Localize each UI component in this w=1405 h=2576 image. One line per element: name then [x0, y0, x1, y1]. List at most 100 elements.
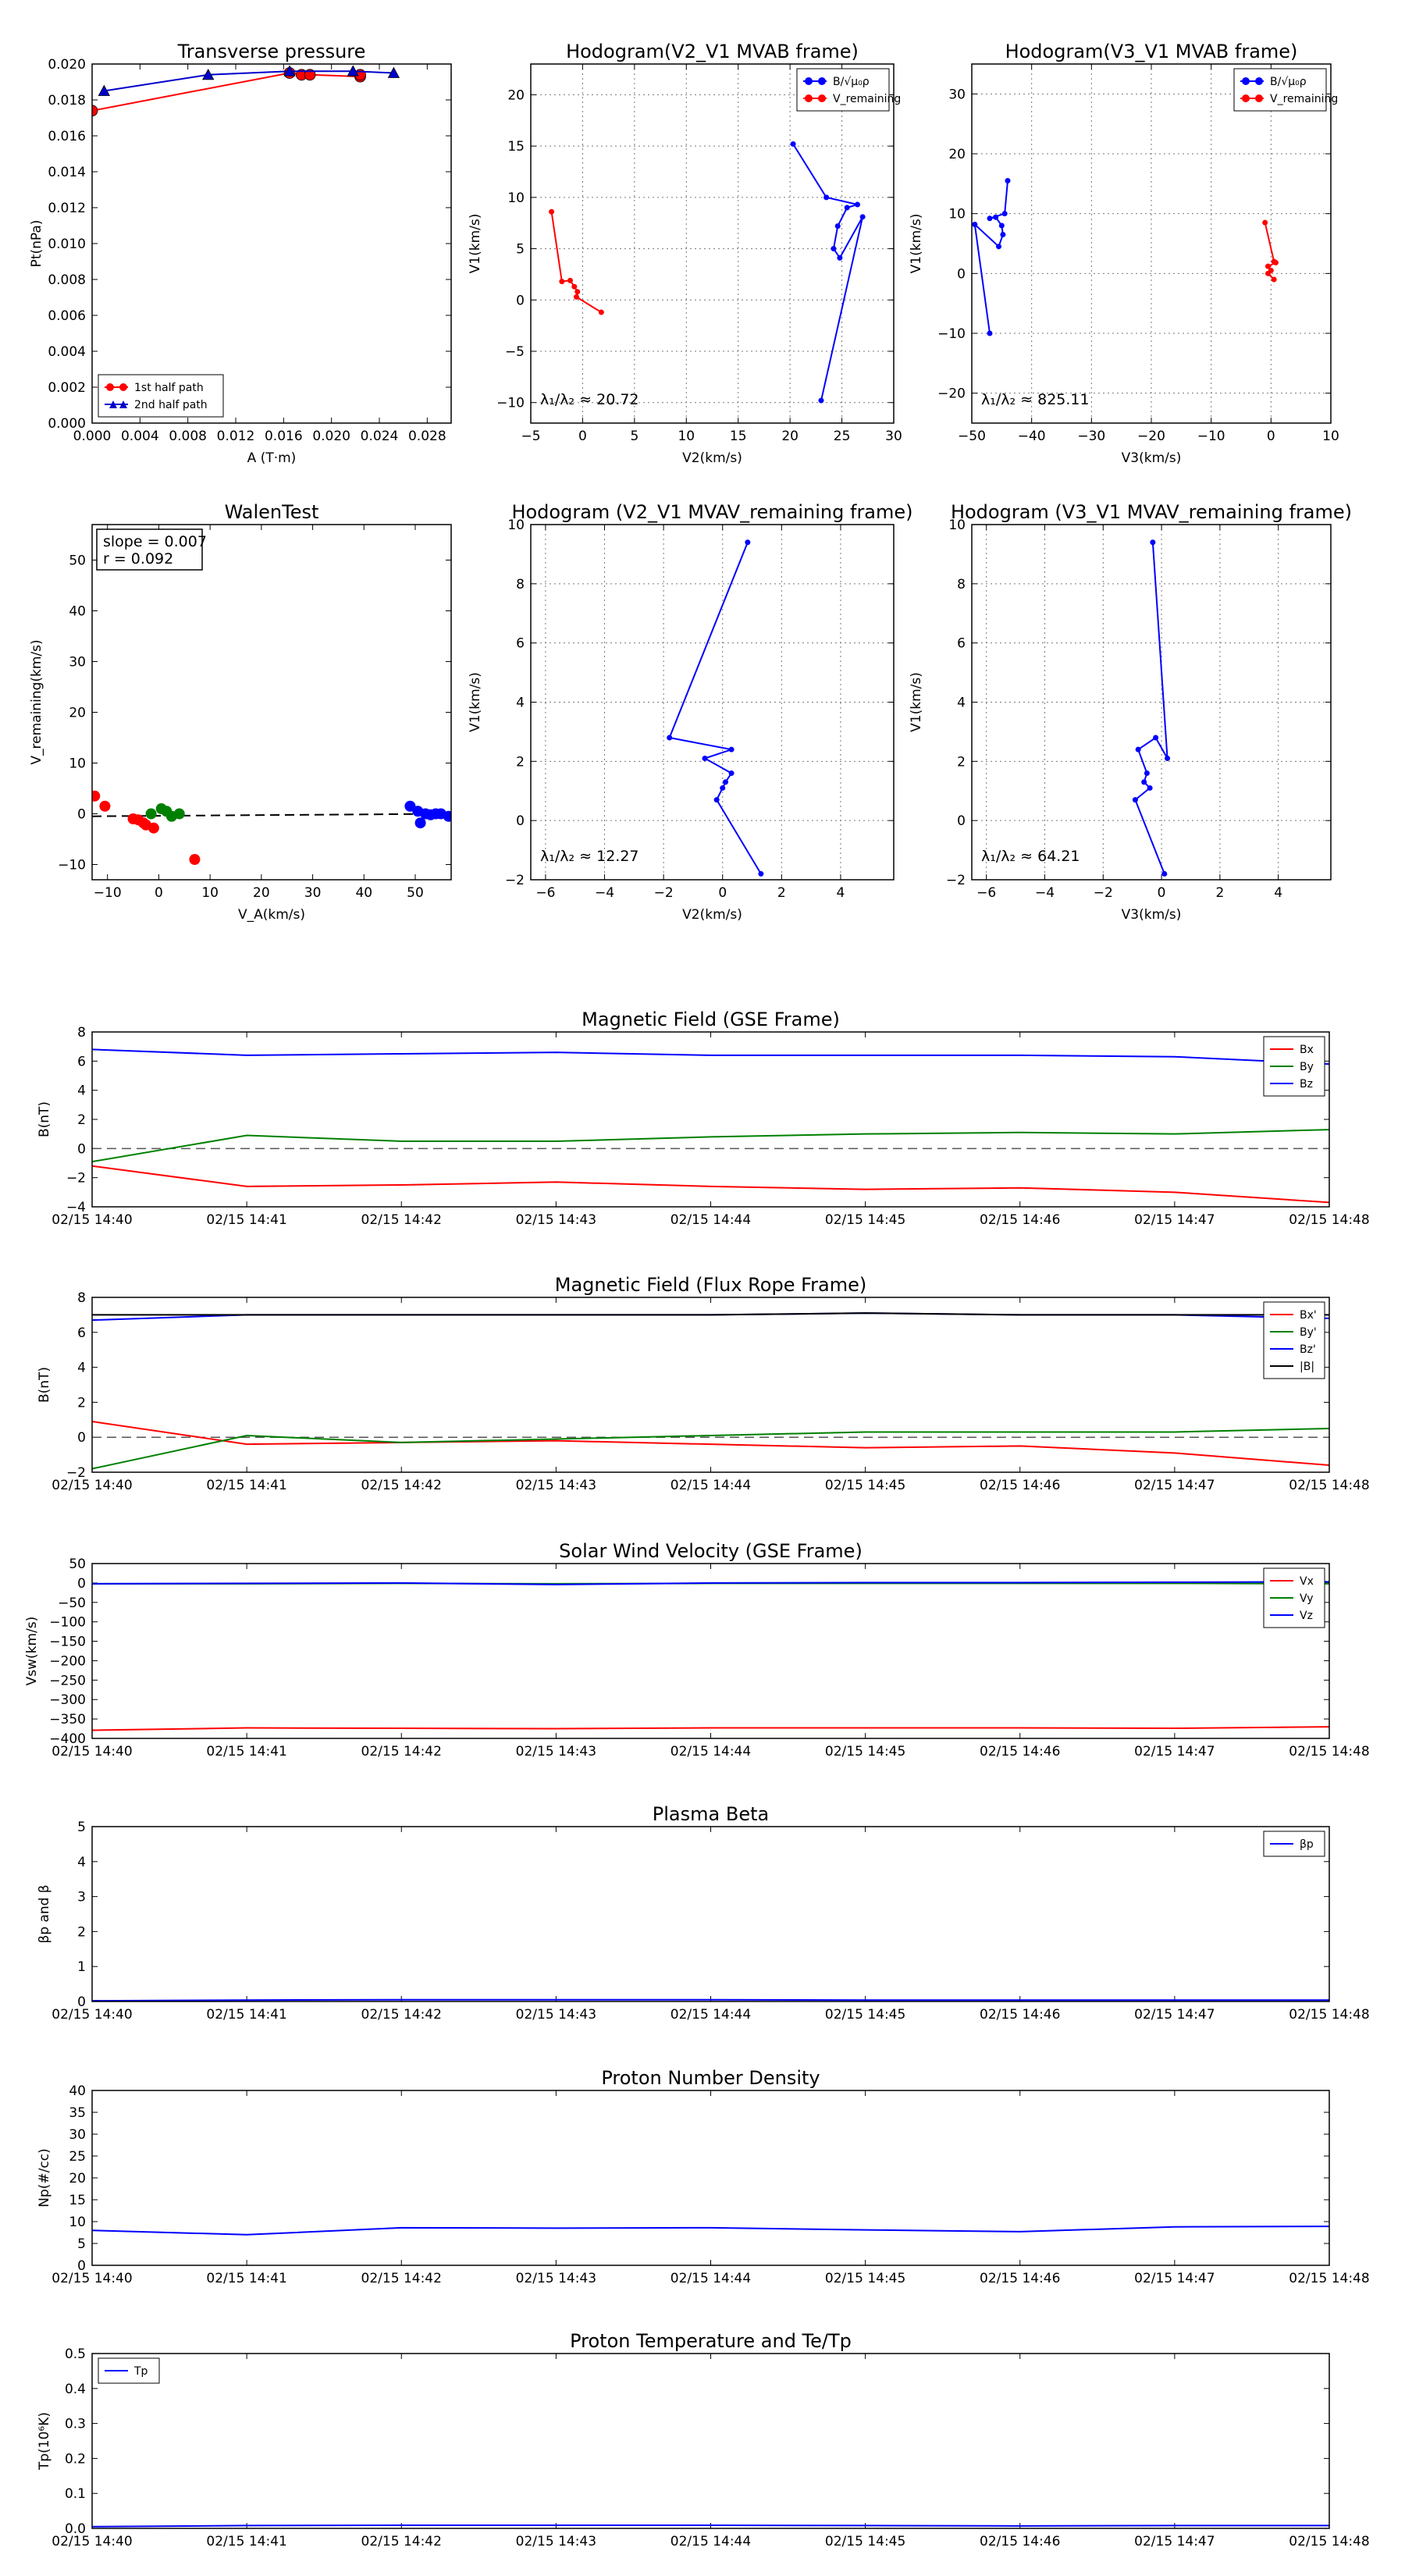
x-tick-label: 0 [718, 885, 727, 901]
x-axis-label: V2(km/s) [682, 450, 742, 466]
data-point [1265, 270, 1271, 276]
y-tick-label: 0.010 [48, 237, 86, 252]
data-point [972, 221, 978, 227]
data-point [573, 294, 579, 300]
x-tick-label: 02/15 14:48 [1289, 1744, 1369, 1759]
y-tick-label: 30 [69, 2127, 86, 2143]
x-tick-label: −5 [521, 429, 540, 444]
y-tick-label: 4 [77, 1361, 86, 1376]
y-tick-label: 6 [77, 1054, 86, 1069]
x-tick-label: 02/15 14:43 [516, 2007, 596, 2023]
x-tick-label: 5 [630, 429, 638, 444]
x-tick-label: 10 [201, 885, 219, 901]
stats-line: slope = 0.007 [103, 533, 207, 550]
y-tick-label: 20 [507, 87, 525, 103]
data-point [720, 785, 726, 791]
y-tick-label: 8 [77, 1290, 86, 1306]
plot-frame [91, 524, 452, 881]
series-line [668, 542, 762, 874]
series-line [1134, 542, 1168, 874]
legend-marker [119, 400, 127, 408]
data-point [347, 65, 359, 76]
x-tick-label: 02/15 14:48 [1289, 2007, 1369, 2023]
y-tick-label: 25 [69, 2149, 86, 2165]
data-point [145, 808, 157, 820]
data-point [202, 68, 215, 80]
series-line [91, 1421, 1330, 1467]
x-tick-label: 0.000 [73, 429, 112, 444]
y-axis-label: Tp(10⁶K) [37, 2412, 52, 2471]
y-tick-label: 0 [77, 1141, 86, 1157]
chart-panel: 0.000 0.004 0.008 0.012 0.016 0.020 0.024 0.028… [29, 41, 452, 466]
y-axis-label: B(nT) [37, 1101, 52, 1137]
y-tick-label: 15 [507, 139, 525, 155]
data-point [1153, 735, 1159, 741]
chart-panel: Magnetic Field (Flux Rope Frame)B(nT)−20… [37, 1274, 1370, 1493]
legend-label: Vy [1300, 1592, 1314, 1605]
chart-title: Hodogram(V3_V1 MVAB frame) [1005, 41, 1298, 62]
chart-title: WalenTest [225, 501, 319, 523]
x-tick-label: 02/15 14:47 [1134, 1212, 1215, 1228]
data-point [996, 244, 1001, 250]
data-point [1132, 797, 1138, 803]
y-axis-label: Vsw(km/s) [24, 1617, 40, 1686]
data-point [855, 201, 860, 208]
x-tick-label: −4 [595, 885, 614, 901]
y-tick-label: 35 [69, 2105, 86, 2121]
legend-label: Tp [133, 2365, 148, 2378]
data-point [304, 69, 316, 81]
data-point [987, 330, 993, 336]
series-line [792, 143, 864, 401]
y-tick-label: 10 [948, 518, 966, 533]
data-point [1135, 746, 1141, 753]
y-tick-label: 20 [948, 147, 966, 162]
x-tick-label: 02/15 14:43 [516, 1744, 596, 1759]
x-tick-label: 02/15 14:46 [980, 1212, 1060, 1228]
x-tick-label: 4 [837, 885, 845, 901]
x-tick-label: 20 [253, 885, 270, 901]
stats-box [96, 528, 203, 571]
x-tick-label: 4 [1274, 885, 1282, 901]
series-line [92, 72, 361, 112]
data-point [574, 289, 581, 295]
x-tick-label: 02/15 14:45 [825, 2271, 905, 2286]
legend-label: 2nd half path [134, 399, 208, 411]
y-tick-label: 0.1 [65, 2486, 86, 2502]
plot-area [92, 65, 400, 117]
legend-label: Bz' [1300, 1343, 1316, 1356]
y-tick-label: −250 [49, 1673, 86, 1688]
y-tick-label: −10 [58, 858, 86, 873]
x-tick-label: 02/15 14:47 [1134, 2271, 1215, 2286]
data-point [818, 397, 824, 404]
x-tick-label: −4 [1035, 885, 1055, 901]
legend-marker [109, 400, 117, 408]
data-point [1161, 870, 1168, 877]
data-point [189, 854, 201, 865]
y-tick-label: 2 [77, 1924, 86, 1940]
y-tick-label: 2 [957, 754, 966, 770]
x-tick-label: 02/15 14:48 [1289, 1212, 1369, 1228]
x-axis-label: V3(km/s) [1122, 907, 1182, 923]
data-point [823, 194, 830, 201]
y-tick-label: 5 [516, 242, 525, 258]
plot-area [1132, 539, 1171, 877]
legend-box [796, 68, 890, 112]
x-tick-label: 02/15 14:48 [1289, 1478, 1369, 1493]
series-line [92, 1312, 1329, 1316]
x-tick-label: 2 [777, 885, 786, 901]
y-tick-label: 0.2 [65, 2451, 86, 2467]
x-axis-label: V_A(km/s) [238, 907, 305, 923]
x-tick-label: 02/15 14:41 [206, 1212, 286, 1228]
series-line [91, 1581, 1330, 1585]
legend-label: βp [1300, 1838, 1314, 1851]
data-point [844, 205, 850, 211]
data-point [92, 105, 98, 117]
data-point [567, 277, 573, 283]
x-tick-label: 02/15 14:41 [206, 1478, 286, 1493]
x-tick-label: 02/15 14:43 [516, 2271, 596, 2286]
y-axis-label: V1(km/s) [468, 214, 483, 274]
x-tick-label: 02/15 14:42 [361, 1478, 442, 1493]
y-tick-label: 0.000 [48, 416, 86, 432]
